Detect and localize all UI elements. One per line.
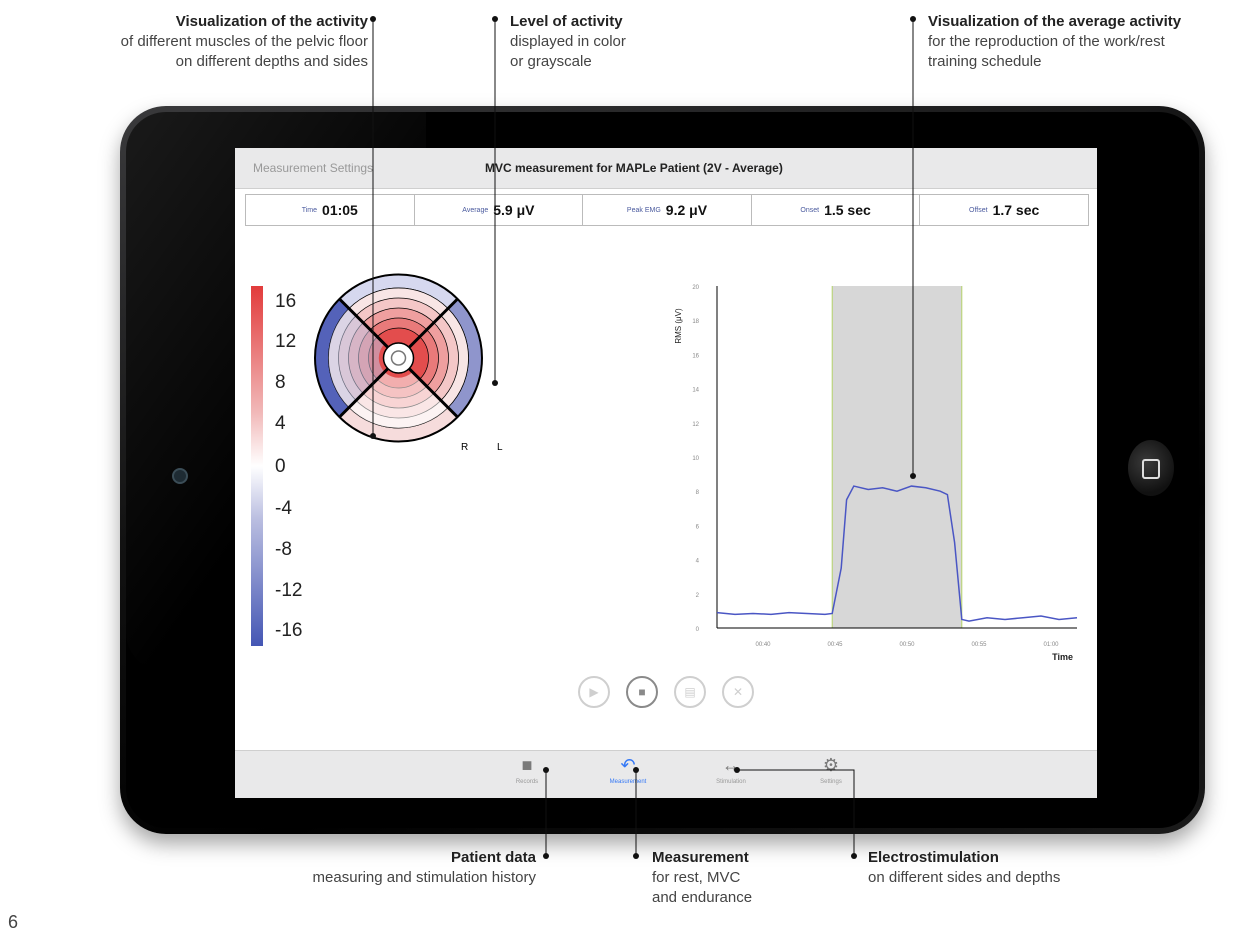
color-scale-label: 4 xyxy=(275,413,286,434)
home-button[interactable] xyxy=(1128,440,1174,496)
camera-icon xyxy=(172,468,188,484)
y-tick-label: 2 xyxy=(696,593,700,599)
color-scale-label: 0 xyxy=(275,456,286,477)
folder-icon: ■ xyxy=(521,755,533,775)
stethoscope-icon: ↶ xyxy=(620,755,636,775)
stats-bar: Time 01:05 Average 5.9 μV Peak EMG 9.2 μV O… xyxy=(245,194,1089,226)
annotation-title: Visualization of the activity xyxy=(175,13,368,30)
tab-bar: ■ Records ↶ Measurement ↔ Stimulation ⚙ … xyxy=(235,750,1097,798)
measurement-settings-link[interactable]: Measurement Settings xyxy=(253,161,374,175)
annotation-muscle-activity: Visualization of the activity of differe… xyxy=(120,13,368,70)
work-period-band xyxy=(832,286,962,628)
stat-offset: Offset 1.7 sec xyxy=(969,202,1040,218)
color-scale-label: -16 xyxy=(275,620,303,641)
color-scale-bar xyxy=(251,286,263,646)
page-title: MVC measurement for MAPLe Patient (2V - … xyxy=(485,161,783,175)
tab-records[interactable]: ■ Records xyxy=(487,755,567,785)
callout-end-dot xyxy=(370,433,376,439)
annotation-patient-data: Patient data measuring and stimulation h… xyxy=(312,849,536,886)
home-square-icon xyxy=(1142,459,1160,479)
app-screen: Measurement Settings MVC measurement for… xyxy=(235,148,1097,798)
play-button[interactable]: ▶ xyxy=(578,676,610,708)
stat-average: Average 5.9 μV xyxy=(415,195,584,225)
callout-end-dot xyxy=(910,473,916,479)
center-label-left: R xyxy=(461,442,469,453)
y-tick-label: 20 xyxy=(692,285,699,291)
y-tick-label: 14 xyxy=(692,388,699,394)
callout-end-dot xyxy=(543,767,549,773)
stat-onset: Onset 1.5 sec xyxy=(752,195,921,225)
color-scale-label: 12 xyxy=(275,331,297,352)
x-axis-label: Time xyxy=(1052,652,1073,662)
annotation-measurement: Measurement for rest, MVC and endurance xyxy=(652,849,753,906)
rms-line-chart: 0 2 4 6 8 10 12 14 16 18 20 00:40 00:45 00:50 00:55 01:… xyxy=(674,285,1078,662)
color-scale-label: 8 xyxy=(275,372,286,393)
bottom-quadrant-overlay xyxy=(349,372,448,429)
y-tick-label: 16 xyxy=(692,353,699,359)
callout-end-dot xyxy=(633,767,639,773)
y-tick-label: 0 xyxy=(696,627,700,633)
stop-button[interactable]: ■ xyxy=(626,676,658,708)
annotation-average-activity: Visualization of the average activity fo… xyxy=(928,13,1182,70)
center-hub xyxy=(382,342,415,374)
left-quadrant-overlay xyxy=(328,308,385,408)
top-bar: Measurement Settings MVC measurement for… xyxy=(235,148,1097,189)
save-button[interactable]: ▤ xyxy=(674,676,706,708)
page-number: 6 xyxy=(8,912,19,932)
x-tick-label: 01:00 xyxy=(1043,642,1059,648)
rms-series-line xyxy=(716,485,1078,622)
x-tick-label: 00:55 xyxy=(971,642,987,648)
y-tick-label: 18 xyxy=(692,319,699,325)
x-tick-label: 00:40 xyxy=(755,642,771,648)
y-tick-label: 4 xyxy=(696,559,700,565)
y-tick-label: 6 xyxy=(696,524,700,530)
tab-measurement[interactable]: ↶ Measurement xyxy=(588,755,668,785)
callout-end-dot xyxy=(734,767,740,773)
x-tick-label: 00:45 xyxy=(827,642,843,648)
color-scale-label: -4 xyxy=(275,498,292,519)
color-scale-label: -8 xyxy=(275,539,292,560)
callout-line xyxy=(737,769,855,856)
callout-end-dot xyxy=(492,380,498,386)
y-tick-label: 8 xyxy=(696,490,700,496)
y-tick-label: 12 xyxy=(692,422,699,428)
y-tick-label: 10 xyxy=(692,456,699,462)
y-axis-label: RMS (μV) xyxy=(674,308,683,344)
rotate-icon[interactable] xyxy=(390,350,407,366)
ring-outline xyxy=(314,273,483,443)
x-tick-label: 00:50 xyxy=(899,642,915,648)
stat-time: Time 01:05 xyxy=(246,195,415,225)
stat-peak-emg: Peak EMG 9.2 μV xyxy=(583,195,752,225)
annotation-level-of-activity: Level of activity displayed in color or … xyxy=(510,13,626,70)
color-scale-label: 16 xyxy=(275,291,297,312)
pelvic-floor-activity-map xyxy=(314,273,483,443)
color-scale-label: -12 xyxy=(275,580,303,601)
annotation-electrostimulation: Electrostimulation on different sides an… xyxy=(868,849,1061,886)
close-button[interactable]: ✕ xyxy=(722,676,754,708)
center-label-right: L xyxy=(497,442,503,453)
